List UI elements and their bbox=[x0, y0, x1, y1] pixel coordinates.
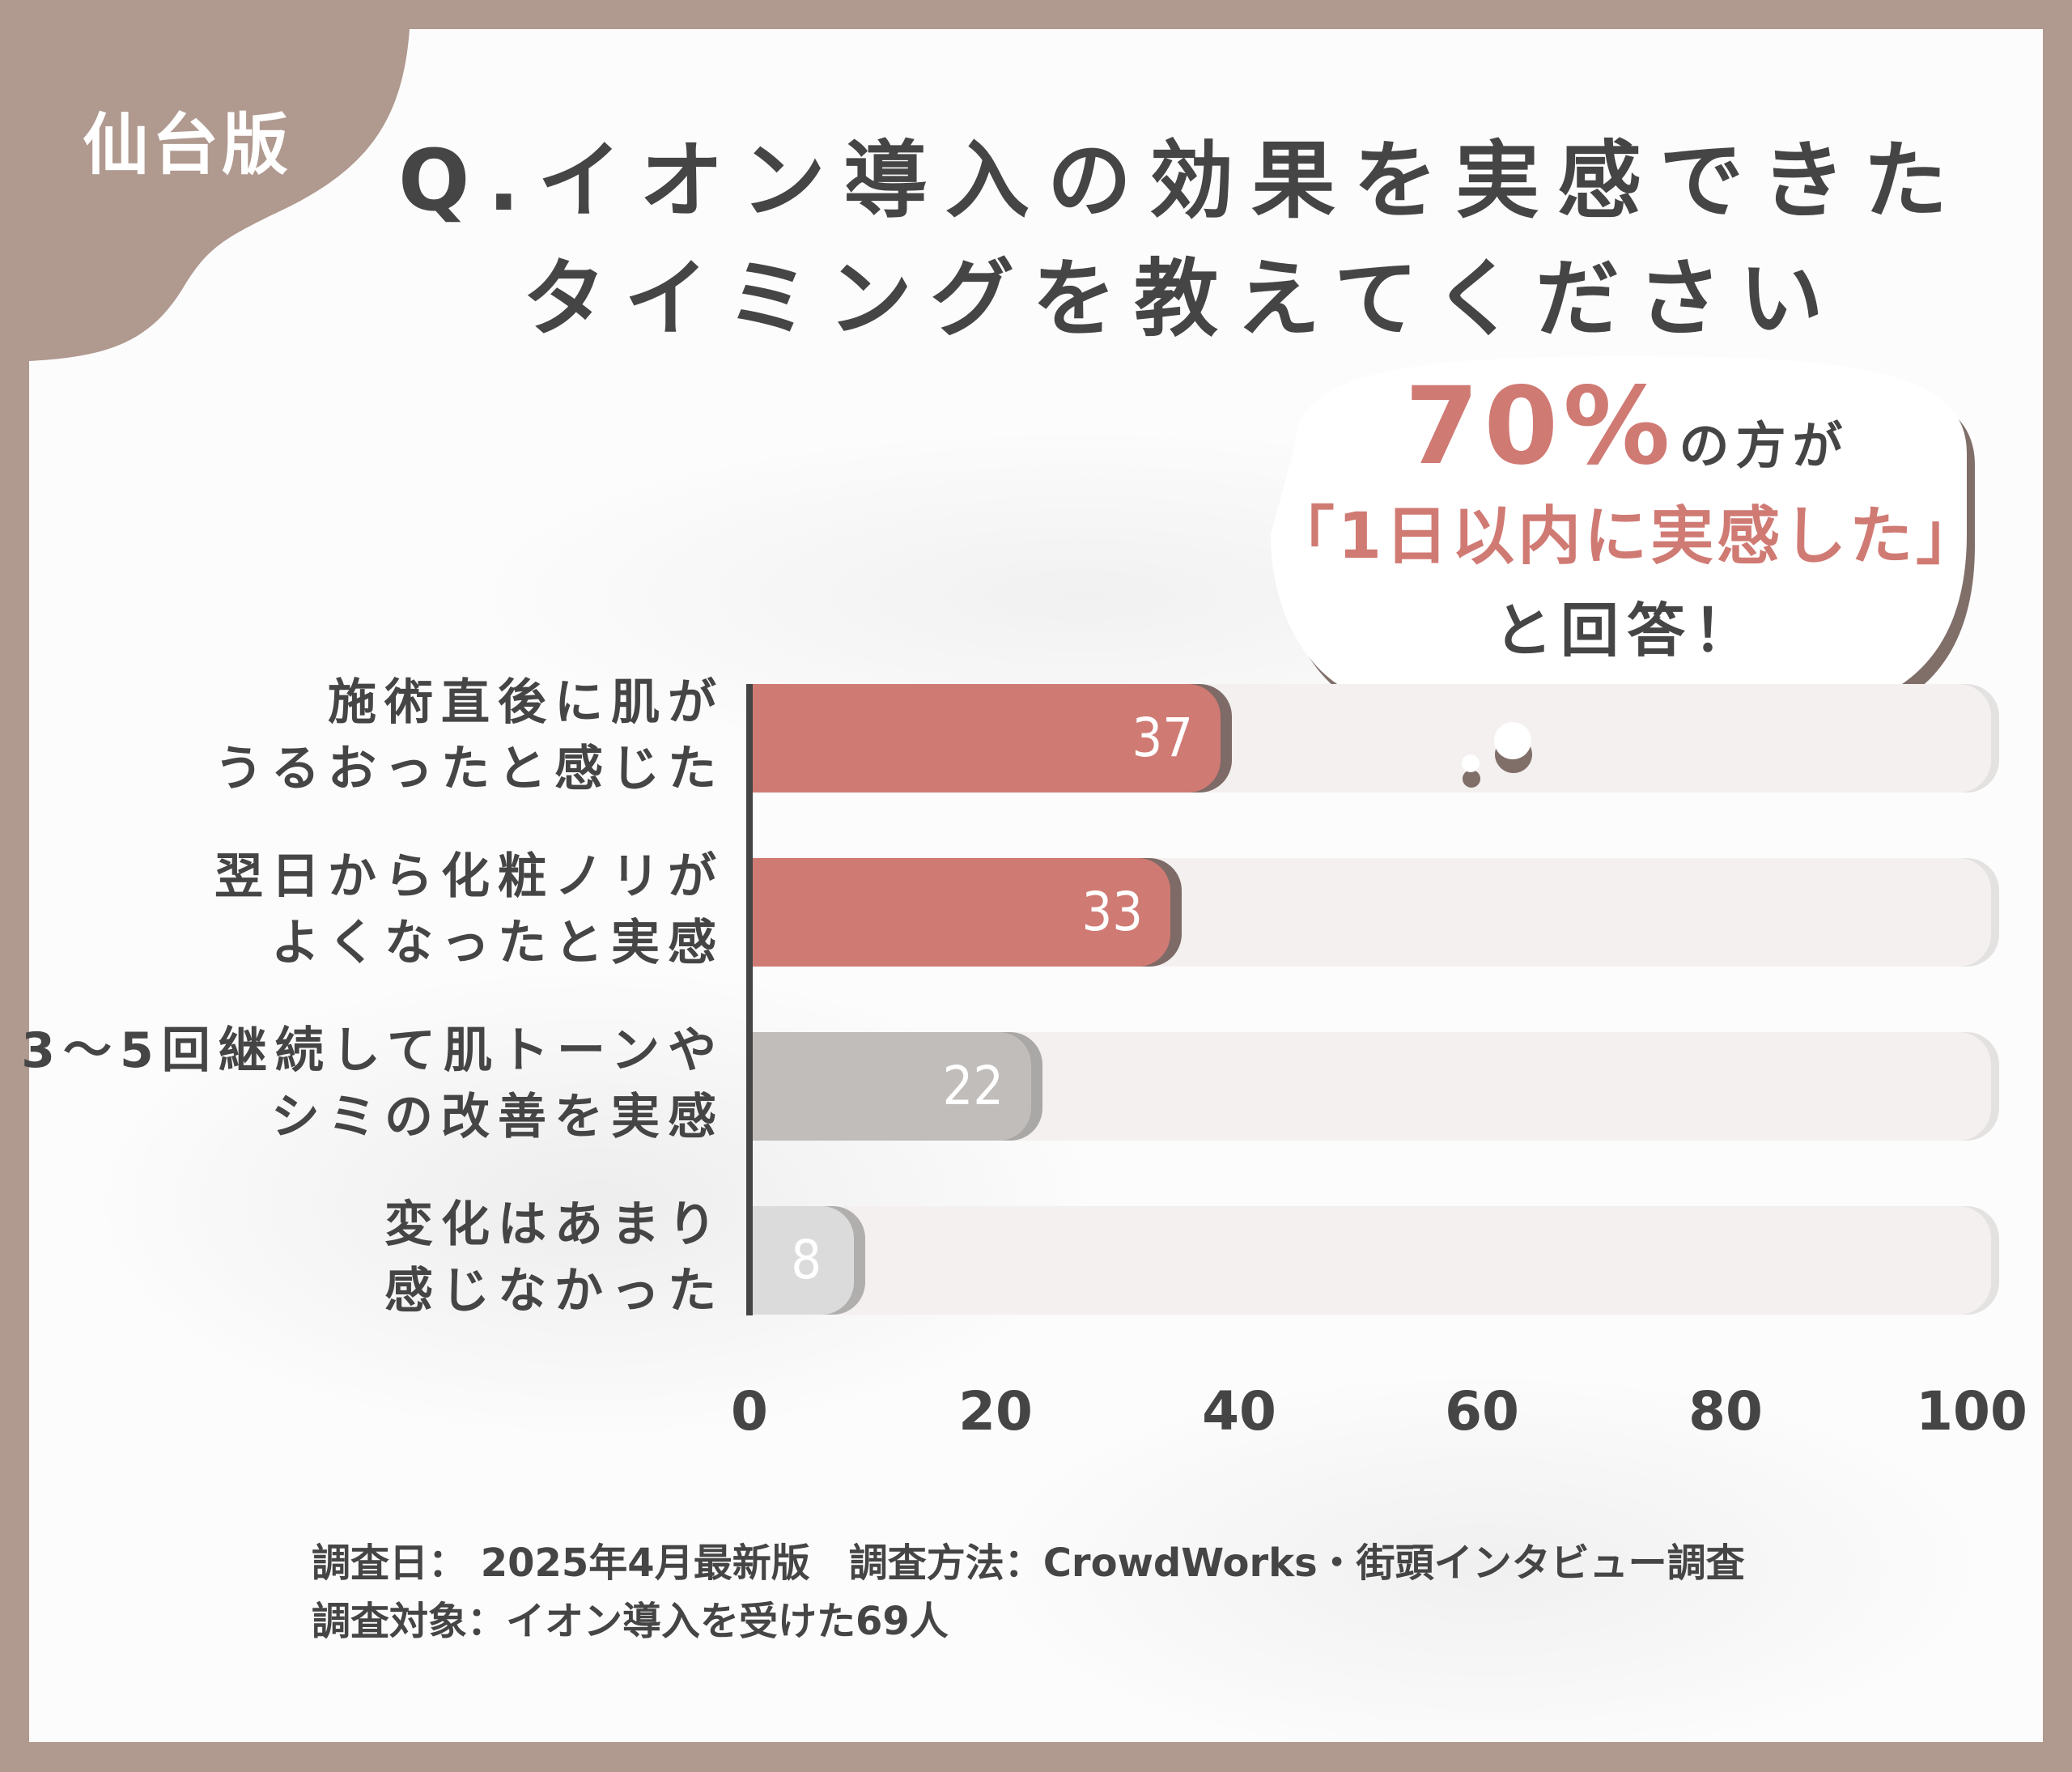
survey-info-line-2: 調査対象：イオン導入を受けた69人 bbox=[312, 1599, 949, 1644]
bar-value: 8 bbox=[791, 1229, 822, 1291]
x-tick: 100 bbox=[1916, 1380, 2027, 1443]
bar-track bbox=[753, 1206, 1991, 1315]
bar: 22 bbox=[753, 1032, 1031, 1141]
y-axis-line bbox=[746, 684, 753, 1315]
bar-value: 33 bbox=[1081, 881, 1143, 943]
chart-row: 3〜5回継続して肌トーンや シミの改善を実感 22 bbox=[0, 1022, 2072, 1145]
callout-headline: 70% の方が bbox=[1246, 364, 2007, 489]
callout-percent: 70% bbox=[1404, 364, 1675, 489]
callout-suffix: の方が bbox=[1679, 416, 1849, 475]
x-tick: 60 bbox=[1445, 1380, 1519, 1443]
callout-quote: 「1日以内に実感した」 bbox=[1271, 500, 1983, 573]
x-tick: 0 bbox=[731, 1380, 768, 1443]
bar: 8 bbox=[753, 1206, 854, 1315]
category-label: 3〜5回継続して肌トーンや シミの改善を実感 bbox=[21, 1018, 724, 1150]
callout-bubble: 70% の方が 「1日以内に実感した」 と回答！ bbox=[1246, 340, 2007, 761]
chart-row: 翌日から化粧ノリが よくなったと実感 33 bbox=[0, 848, 2072, 971]
bar-value: 37 bbox=[1132, 707, 1193, 769]
title-line-1: Q.イオン導入の効果を実感できた bbox=[398, 131, 1965, 230]
speech-bubble-shape bbox=[1271, 356, 1975, 761]
x-tick: 80 bbox=[1688, 1380, 1763, 1443]
callout-closing: と回答！ bbox=[1493, 597, 1760, 665]
category-label-line-1: 翌日から化粧ノリが bbox=[214, 848, 724, 905]
category-label: 翌日から化粧ノリが よくなったと実感 bbox=[214, 844, 724, 976]
bar-value: 22 bbox=[942, 1055, 1004, 1117]
chart-row: 変化はあまり 感じなかった 8 bbox=[0, 1196, 2072, 1319]
category-label-line-2: うるおったと感じた bbox=[214, 741, 724, 797]
category-label-line-2: 感じなかった bbox=[384, 1263, 724, 1319]
corner-decoration bbox=[29, 29, 410, 361]
bar: 33 bbox=[753, 858, 1170, 967]
bubble-tail-dots bbox=[1462, 722, 1532, 788]
x-tick: 40 bbox=[1202, 1380, 1276, 1443]
survey-footnote: 調査日： 2025年4月最新版 調査方法：CrowdWorks・街頭インタビュー… bbox=[312, 1534, 1745, 1651]
page-title: Q.イオン導入の効果を実感できた タイミングを教えてください bbox=[388, 121, 1975, 358]
category-label-line-1: 施術直後に肌が bbox=[328, 674, 724, 731]
category-label-line-1: 変化はあまり bbox=[384, 1196, 724, 1253]
survey-info-line-1: 調査日： 2025年4月最新版 調査方法：CrowdWorks・街頭インタビュー… bbox=[312, 1540, 1745, 1586]
edition-badge: 仙台版 bbox=[83, 107, 292, 184]
chart-row: 施術直後に肌が うるおったと感じた 37 bbox=[0, 674, 2072, 797]
category-label-line-2: シミの改善を実感 bbox=[271, 1089, 724, 1145]
bar: 37 bbox=[753, 684, 1221, 793]
category-label: 変化はあまり 感じなかった bbox=[384, 1192, 724, 1324]
category-label-line-2: よくなったと実感 bbox=[271, 915, 724, 971]
category-label-line-1: 3〜5回継続して肌トーンや bbox=[21, 1022, 724, 1079]
title-line-2: タイミングを教えてください bbox=[522, 249, 1841, 348]
category-label: 施術直後に肌が うるおったと感じた bbox=[214, 669, 724, 802]
x-tick: 20 bbox=[958, 1380, 1033, 1443]
